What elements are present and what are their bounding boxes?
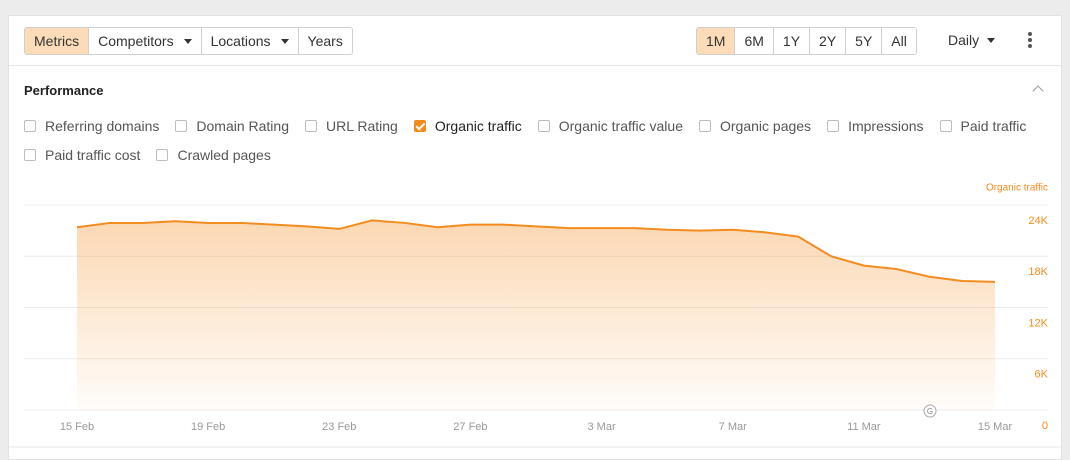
checkbox: [699, 120, 711, 132]
metric-label: Organic traffic value: [558, 118, 683, 134]
caret: [987, 37, 996, 43]
x-tick-label: 11 Mar: [847, 421, 881, 433]
range-button[interactable]: 6M: [734, 28, 773, 54]
tab-button[interactable]: Metrics: [25, 28, 89, 54]
metric-label: Crawled pages: [177, 147, 271, 163]
checkbox: [939, 120, 952, 132]
tab-group: Metrics Competitors Locations Years: [24, 27, 353, 55]
checkbox: [413, 120, 426, 132]
caret: [280, 38, 289, 44]
range-button[interactable]: 5Y: [845, 28, 882, 54]
tab-button[interactable]: Years: [297, 28, 352, 54]
legend-label: Organic traffic: [986, 183, 1048, 194]
range-label: 5Y: [855, 33, 873, 49]
metric-option[interactable]: Referring domains: [24, 116, 159, 136]
y-tick-label: 0: [1042, 420, 1048, 432]
interval-label: Daily: [948, 32, 980, 48]
range-label: 6M: [744, 33, 764, 49]
metric-option[interactable]: URL Rating: [305, 116, 398, 136]
range-button[interactable]: All: [881, 28, 916, 54]
range-label: 2Y: [819, 33, 837, 49]
metric-option[interactable]: Impressions: [827, 116, 924, 136]
metric-label: URL Rating: [326, 118, 398, 134]
section-title: Performance: [24, 83, 104, 98]
range-label: All: [891, 33, 907, 49]
range-button[interactable]: 1Y: [772, 28, 810, 54]
range-label: 1Y: [782, 33, 801, 49]
x-tick-label: 3 Mar: [588, 421, 616, 433]
tab-label: Locations: [210, 33, 271, 49]
more-menu[interactable]: [1028, 32, 1032, 50]
y-tick-label: 24K: [1028, 215, 1048, 227]
metric-option[interactable]: Organic pages: [699, 116, 811, 136]
caret: [183, 38, 192, 44]
metric-option[interactable]: Domain Rating: [175, 116, 289, 136]
metric-label: Organic traffic: [434, 118, 522, 134]
metric-option[interactable]: Paid traffic: [939, 116, 1027, 136]
checkbox: [156, 149, 169, 161]
x-tick-label: 23 Feb: [322, 421, 356, 433]
separator: [9, 65, 1061, 66]
range-label: 1M: [706, 33, 726, 49]
checkbox: [24, 120, 36, 132]
checkbox: [175, 120, 188, 132]
y-tick-label: 18K: [1028, 266, 1048, 278]
tab-button[interactable]: Competitors: [88, 28, 201, 54]
range-button[interactable]: 1M: [697, 28, 735, 54]
metric-label: Impressions: [848, 118, 924, 134]
checkbox: [827, 120, 840, 132]
x-tick-label: 7 Mar: [719, 421, 747, 433]
x-tick-label: 15 Mar: [978, 421, 1013, 433]
line: [76, 219, 996, 283]
interval-select[interactable]: Daily: [948, 27, 996, 53]
checkbox: [24, 149, 36, 161]
metric-option[interactable]: Paid traffic cost: [24, 145, 140, 165]
x-tick-label: 19 Feb: [191, 421, 225, 433]
metric-label: Referring domains: [45, 118, 160, 134]
annotation-label: G: [927, 407, 933, 416]
area-fill: [77, 220, 995, 410]
tab-label: Metrics: [34, 33, 80, 49]
metric-option[interactable]: Organic traffic value: [537, 116, 683, 136]
metric-label: Paid traffic: [960, 118, 1027, 134]
metric-list: Referring domains Domain Rating URL Rating…: [24, 116, 1034, 165]
y-tick-label: 6K: [1035, 369, 1049, 381]
checkbox: [537, 120, 550, 132]
range-button[interactable]: 2Y: [809, 28, 846, 54]
tab-button[interactable]: Locations: [200, 28, 298, 54]
metric-option[interactable]: Crawled pages: [156, 145, 271, 165]
range-group: 1M 6M 1Y 2Y 5Y All: [696, 27, 917, 55]
metric-label: Organic pages: [720, 118, 812, 134]
metric-option[interactable]: Organic traffic: [413, 116, 522, 136]
metric-label: Domain Rating: [196, 118, 289, 134]
metric-label: Paid traffic cost: [45, 147, 141, 163]
checkbox: [305, 120, 317, 132]
x-tick-label: 27 Feb: [453, 421, 487, 433]
annotation-marker: [923, 404, 937, 418]
y-tick-label: 12K: [1028, 317, 1048, 329]
x-tick-label: 15 Feb: [60, 421, 94, 433]
tab-label: Years: [307, 33, 343, 49]
tab-label: Competitors: [98, 33, 174, 49]
